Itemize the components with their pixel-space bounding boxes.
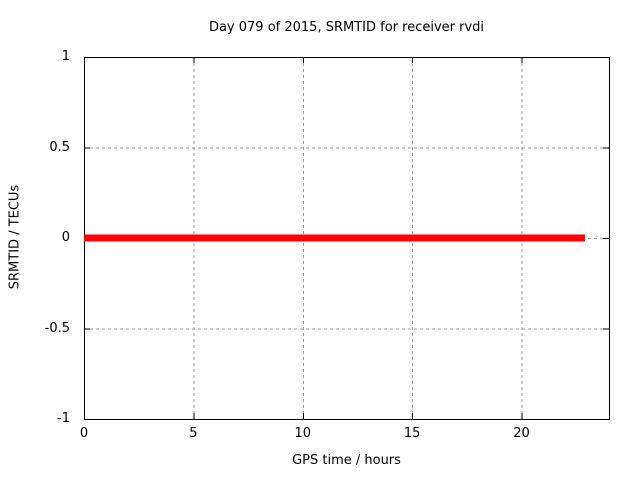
y-tick-label: 0.5 <box>49 139 70 155</box>
y-tick-label: 0 <box>61 230 70 245</box>
chart-title: Day 079 of 2015, SRMTID for receiver rvd… <box>208 20 485 35</box>
y-tick-label: -1 <box>57 411 70 426</box>
x-tick-label: 20 <box>513 426 530 441</box>
y-tick-label: 1 <box>61 49 70 64</box>
x-tick-label: 10 <box>294 426 312 441</box>
x-tick-label: 5 <box>189 426 198 441</box>
x-tick-label: 15 <box>403 426 421 441</box>
x-axis-label: GPS time / hours <box>292 453 401 468</box>
x-tick-label: 0 <box>79 426 89 441</box>
y-tick-label: -0.5 <box>44 320 70 336</box>
